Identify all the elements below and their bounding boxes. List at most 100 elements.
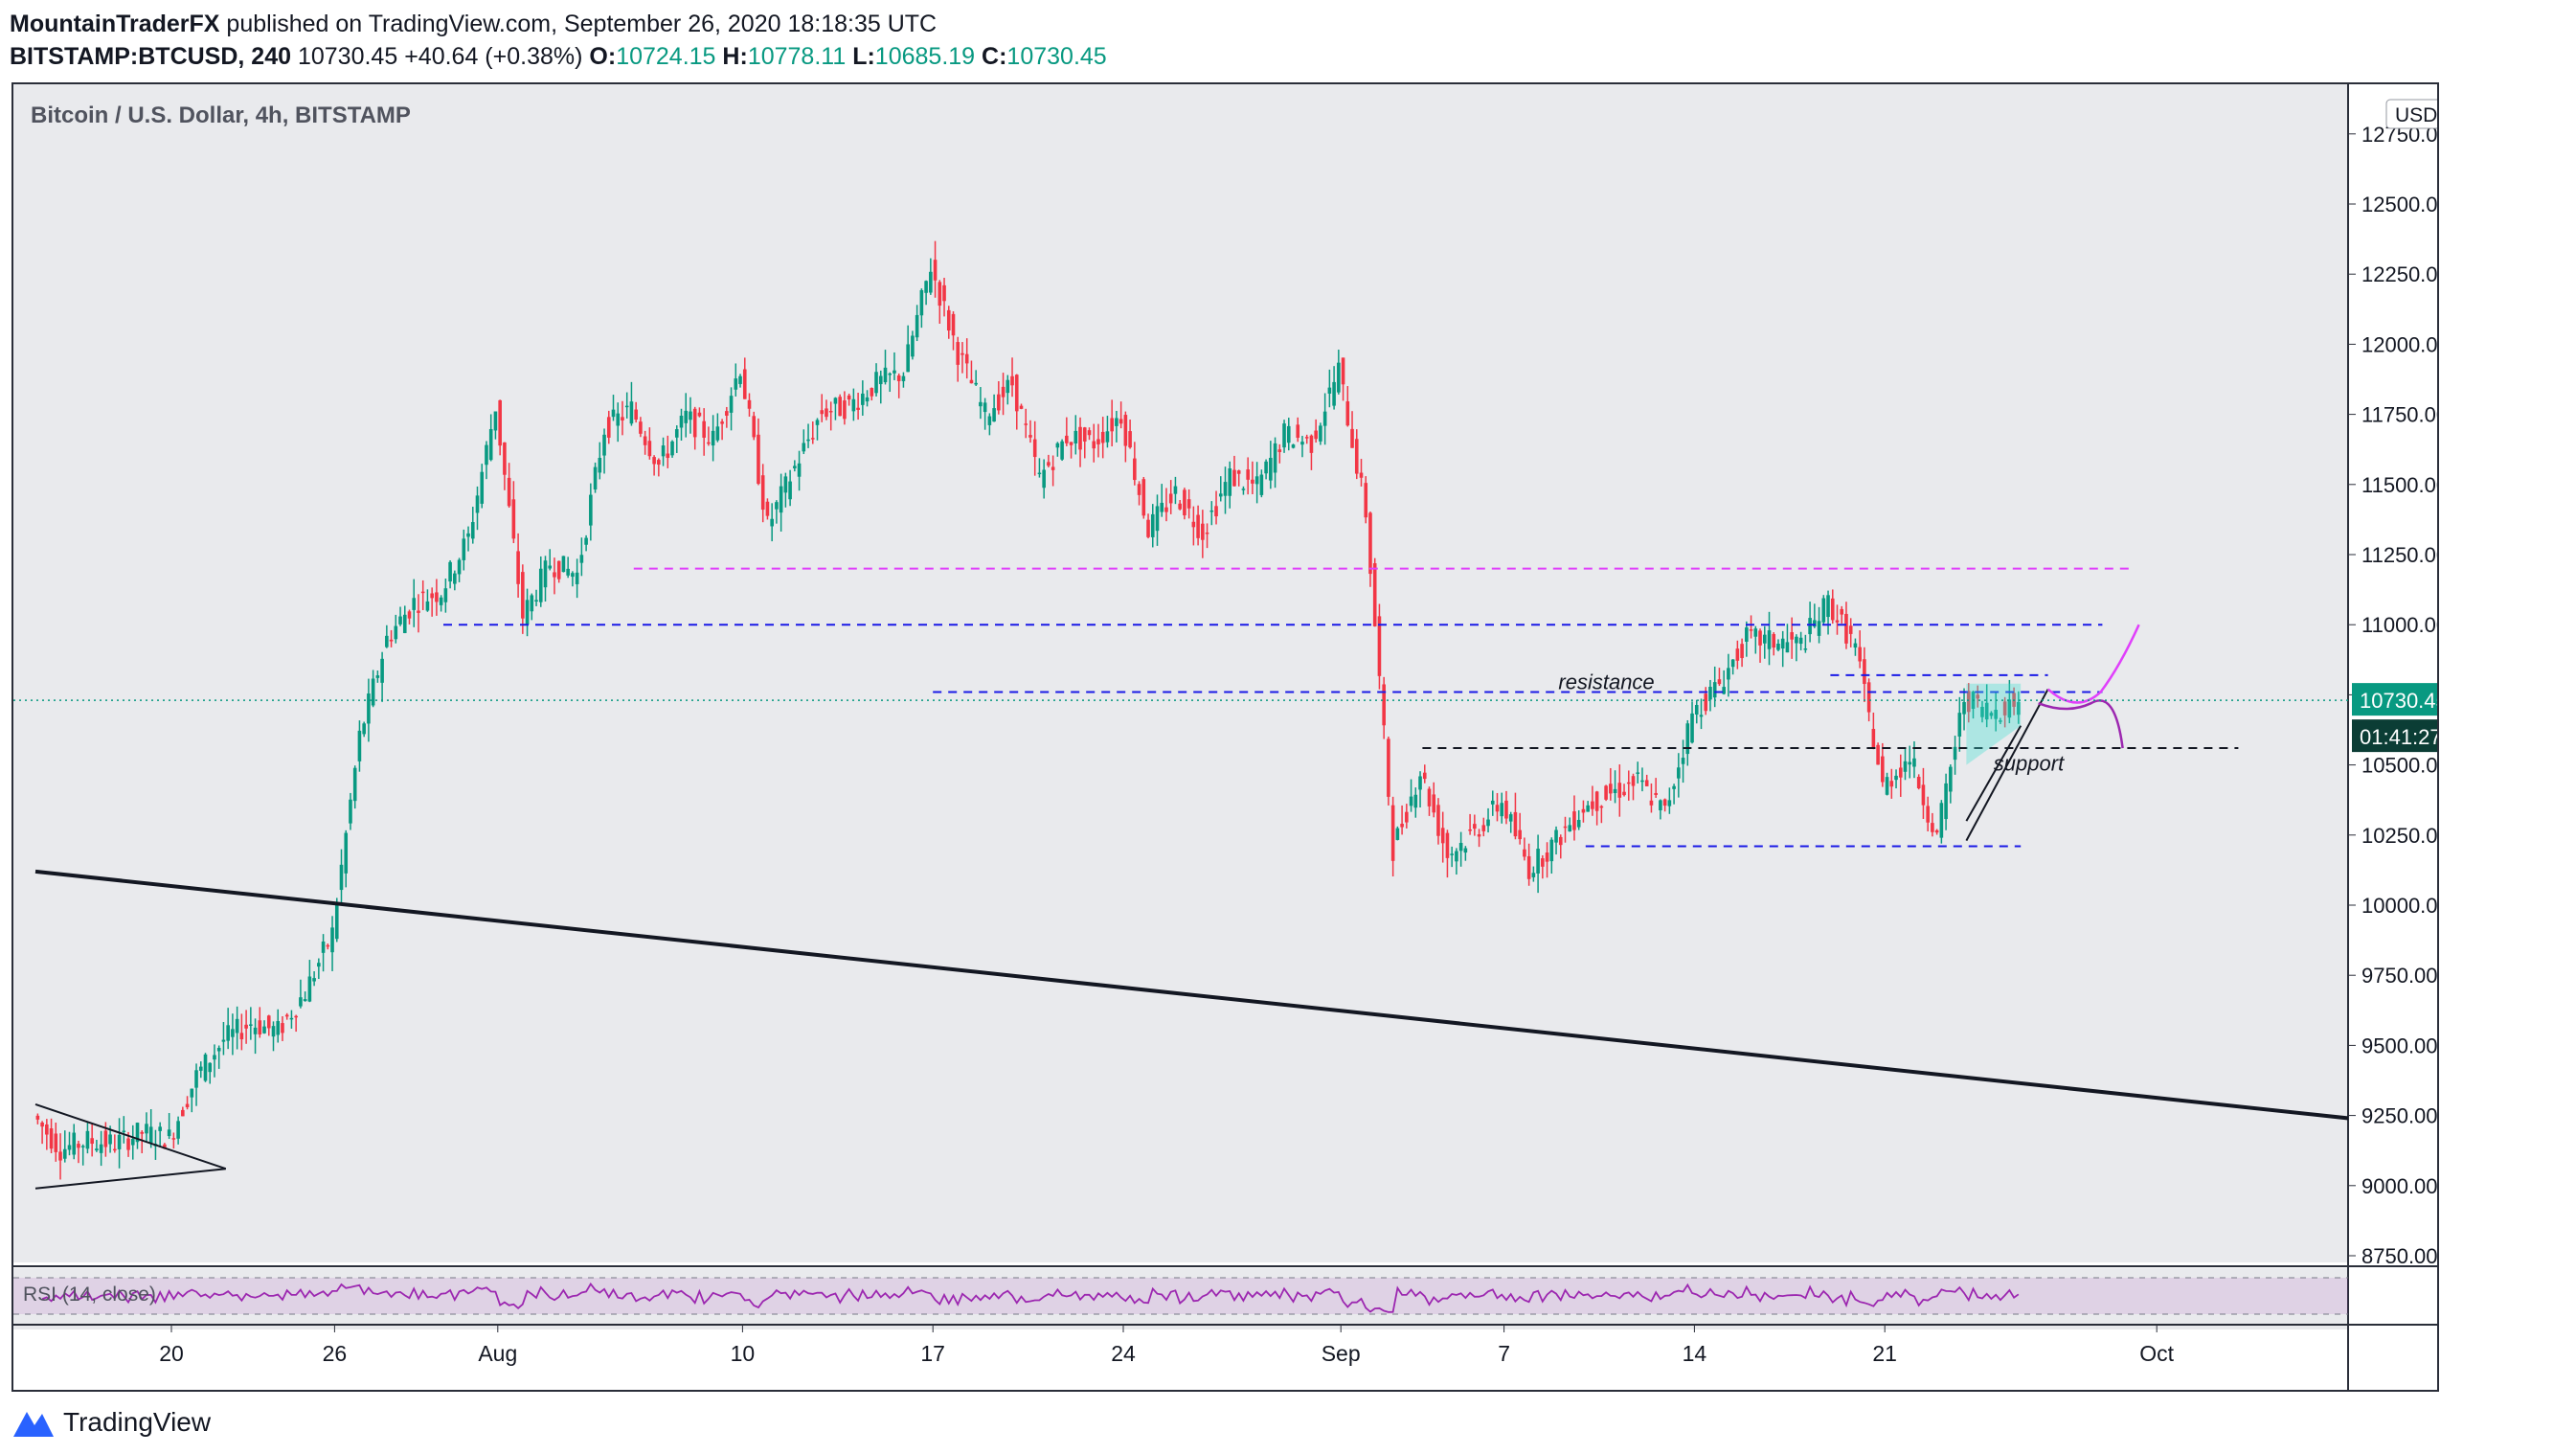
candle-body <box>1957 713 1962 737</box>
candle-body <box>2017 701 2021 716</box>
candle-body <box>1549 839 1554 862</box>
candle-body <box>412 598 417 610</box>
candle-body <box>45 1124 49 1135</box>
candle-body <box>602 434 606 456</box>
candle-body <box>1704 693 1708 712</box>
candle-body <box>760 475 765 511</box>
candle-body <box>1458 842 1463 852</box>
candle-body <box>1160 502 1164 512</box>
candle-body <box>566 568 570 576</box>
y-tick-label: 11750.00 <box>2361 403 2437 427</box>
candle-body <box>1395 828 1400 840</box>
candle-body <box>874 372 878 394</box>
candle-body <box>929 271 933 293</box>
candle-body <box>1518 829 1522 840</box>
candle-body <box>1894 775 1898 781</box>
candle-body <box>634 409 638 420</box>
price-chart[interactable]: 8750.00 9000.00 9250.00 9500.00 9750.00 10000… <box>13 84 2437 1390</box>
y-tick-label: 9500.00 <box>2361 1034 2437 1057</box>
candle-body <box>148 1126 153 1144</box>
candle-body <box>516 551 520 584</box>
candle-body <box>253 1027 258 1034</box>
candle-body <box>326 944 330 947</box>
candle-body <box>1128 431 1132 448</box>
candle-body <box>1740 644 1744 659</box>
author-name[interactable]: MountainTraderFX <box>10 11 220 37</box>
candle-body <box>1722 687 1726 694</box>
chart-frame[interactable]: 8750.00 9000.00 9250.00 9500.00 9750.00 10000… <box>11 82 2439 1392</box>
candle-body <box>312 978 316 982</box>
symbol-line: BITSTAMP:BTCUSD, 240 10730.45 +40.64 (+0… <box>10 42 1107 71</box>
candle-body <box>430 593 434 599</box>
candle-body <box>702 420 706 438</box>
candle-body <box>1251 479 1254 484</box>
candle-body <box>1944 783 1948 820</box>
candle-body <box>815 420 820 425</box>
candle-body <box>126 1138 130 1150</box>
candle-body <box>1636 772 1640 774</box>
price-pane-bg <box>13 84 2348 1262</box>
candle-body <box>171 1138 176 1140</box>
candle-body <box>1808 618 1812 635</box>
candle-body <box>901 375 906 381</box>
candle-body <box>1146 519 1150 537</box>
tradingview-brand[interactable]: TradingView <box>63 1407 212 1437</box>
candle-body <box>485 444 488 466</box>
candle-body <box>797 463 802 477</box>
candle-body <box>606 417 611 438</box>
candle-body <box>1300 442 1304 445</box>
candle-body <box>117 1134 122 1149</box>
close-label: C: <box>982 43 1007 70</box>
candle-body <box>624 405 629 408</box>
candle-body <box>367 693 371 724</box>
last-price-label: 10730.45 <box>2360 689 2437 713</box>
candle-body <box>1999 720 2002 722</box>
chart-header: MountainTraderFX published on TradingVie… <box>10 6 2557 73</box>
candle-body <box>924 281 928 293</box>
candle-body <box>793 466 797 468</box>
candle-body <box>1119 419 1123 424</box>
candle-body <box>303 999 307 1002</box>
candle-body <box>997 394 1001 411</box>
candle-body <box>1568 825 1572 832</box>
candle-body <box>1826 595 1830 618</box>
candle-body <box>1848 625 1853 634</box>
trendline <box>34 1168 226 1190</box>
tradingview-logo-icon[interactable] <box>11 1406 56 1439</box>
candle-body <box>1400 823 1404 828</box>
candle-body <box>1092 441 1096 449</box>
candle-body <box>1835 620 1840 623</box>
candle-body <box>1790 632 1794 640</box>
x-tick-label: 21 <box>1872 1341 1897 1366</box>
candle-body <box>213 1055 216 1060</box>
candle-body <box>145 1124 148 1134</box>
candle-body <box>398 616 402 625</box>
candle-body <box>1304 437 1309 439</box>
candle-body <box>1141 479 1146 516</box>
candle-body <box>453 573 457 584</box>
candle-body <box>1359 472 1364 478</box>
currency-label: USD <box>2395 104 2437 126</box>
candle-body <box>806 439 810 442</box>
candle-body <box>1889 781 1894 787</box>
candle-body <box>575 572 579 584</box>
candle-body <box>856 407 860 410</box>
last-price: 10730.45 <box>297 43 398 70</box>
candle-body <box>394 625 398 640</box>
candle-body <box>1490 800 1495 805</box>
candle-body <box>1667 800 1672 807</box>
high-label: H: <box>722 43 748 70</box>
candle-body <box>80 1146 85 1147</box>
candle-body <box>689 411 692 420</box>
candle-body <box>1617 783 1622 798</box>
candle-body <box>915 314 919 338</box>
candle-body <box>1082 427 1087 442</box>
candle-body <box>1209 510 1214 512</box>
candle-body <box>375 675 380 678</box>
candle-body <box>1100 431 1105 443</box>
candle-body <box>979 401 983 407</box>
candle-body <box>1931 823 1934 832</box>
candle-body <box>1644 780 1649 786</box>
candle-body <box>352 767 357 802</box>
candle-body <box>1640 780 1644 783</box>
